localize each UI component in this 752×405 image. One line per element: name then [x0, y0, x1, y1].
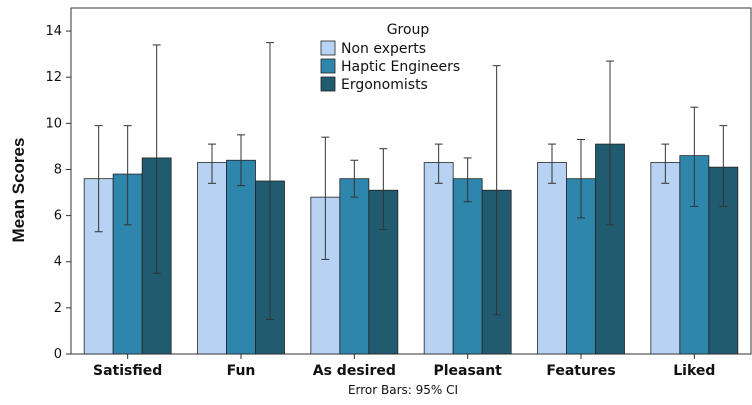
legend: Group Non experts Haptic Engineers Ergonom…	[320, 22, 460, 93]
y-tick-label: 2	[54, 301, 62, 316]
legend-swatch	[320, 76, 336, 92]
axes-layer	[66, 7, 752, 359]
plot-frame	[70, 7, 752, 355]
bar	[537, 162, 567, 355]
y-tick-label: 14	[45, 24, 62, 39]
legend-swatch	[320, 40, 336, 56]
legend-title: Group	[387, 22, 430, 38]
legend-label: Non experts	[341, 41, 426, 57]
bar	[226, 159, 256, 355]
error-bars-note: Error Bars: 95% CI	[348, 383, 458, 397]
bar	[452, 178, 483, 355]
bar	[339, 178, 370, 355]
y-tick-label: 10	[45, 116, 62, 131]
y-tick-label: 6	[54, 209, 62, 224]
y-axis-label: Mean Scores	[9, 138, 28, 243]
category-label: Liked	[673, 363, 715, 379]
y-tick-label: 8	[54, 162, 62, 177]
category-label: As desired	[313, 363, 396, 379]
bar	[197, 162, 227, 355]
legend-label: Haptic Engineers	[341, 59, 460, 75]
bars-layer	[83, 143, 739, 355]
y-tick-label: 0	[54, 347, 62, 362]
legend-label: Ergonomists	[341, 77, 428, 93]
category-label: Satisfied	[93, 363, 162, 379]
legend-swatch	[320, 58, 336, 74]
category-label: Pleasant	[433, 363, 502, 379]
category-label: Fun	[227, 363, 256, 379]
error-bars-layer	[94, 42, 728, 320]
y-tick-label: 4	[54, 255, 62, 270]
bar	[423, 162, 454, 355]
labels-layer: Mean Scores Error Bars: 95% CI 0 2 4 6 8 10 12…	[9, 24, 715, 397]
y-tick-label: 12	[45, 70, 62, 85]
bar	[650, 162, 681, 355]
category-label: Features	[546, 363, 615, 379]
